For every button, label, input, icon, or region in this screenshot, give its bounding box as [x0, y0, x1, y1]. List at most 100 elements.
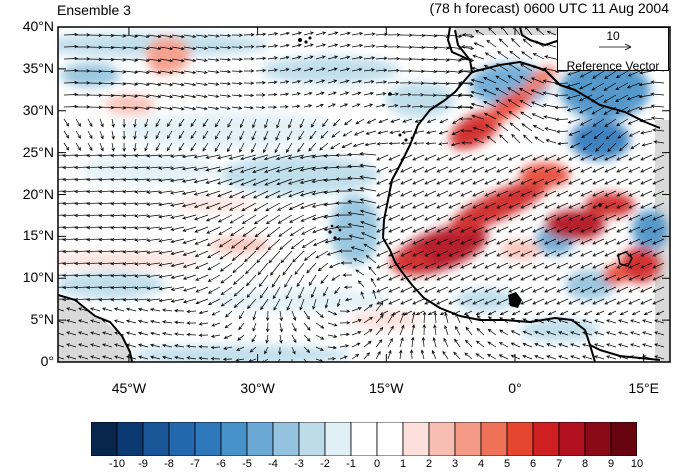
wind-vector [628, 298, 641, 305]
wind-vector [616, 262, 629, 269]
wind-vector [198, 345, 209, 349]
wind-vector [182, 214, 197, 220]
wind-vector [122, 286, 137, 290]
wind-vector [347, 176, 365, 180]
wind-vector [181, 166, 197, 171]
wind-vector [594, 331, 605, 336]
wind-vector [530, 89, 545, 96]
wind-vector [642, 331, 653, 336]
wind-vector [194, 238, 209, 245]
wind-vector [462, 33, 473, 37]
wind-vector [291, 322, 297, 332]
wind-vector [182, 262, 197, 268]
colorbar-label: -8 [164, 458, 174, 470]
wind-vector [186, 321, 197, 325]
wind-vector [581, 130, 593, 138]
lat-label: 25°N [22, 143, 54, 160]
wind-vector [193, 190, 209, 196]
wind-vector [351, 307, 362, 312]
wind-vector [566, 94, 581, 100]
wind-vector [387, 349, 392, 360]
wind-vector [520, 298, 533, 305]
wind-vector [650, 104, 665, 108]
wind-vector [243, 93, 255, 98]
wind-vector [628, 214, 641, 221]
wind-vector [640, 250, 653, 257]
wind-vector [357, 280, 365, 288]
wind-vector [619, 310, 629, 316]
wind-vector [424, 178, 437, 185]
wind-vector [360, 221, 377, 228]
wind-vector [359, 175, 377, 180]
wind-vector [202, 118, 209, 128]
wind-vector [544, 214, 557, 221]
wind-vector [207, 58, 220, 62]
wind-vector [306, 262, 317, 274]
wind-vector [146, 154, 161, 158]
wind-vector [90, 355, 101, 360]
wind-vector [424, 274, 437, 281]
wind-vector [520, 286, 533, 293]
wind-vector [174, 332, 185, 336]
wind-vector [324, 298, 329, 309]
wind-vector [497, 51, 509, 60]
wind-vector [412, 190, 425, 197]
colorbar-swatch [220, 422, 248, 456]
wind-vector [111, 106, 127, 110]
wind-vector [375, 80, 388, 84]
wind-vector [125, 319, 137, 324]
wind-vector [568, 226, 581, 233]
wind-vector [327, 310, 338, 316]
wind-vector [63, 44, 79, 49]
wind-vector [135, 58, 150, 63]
wind-vector [174, 355, 185, 360]
wind-vector [134, 262, 149, 266]
wind-vector [219, 57, 232, 62]
wind-vector [423, 46, 438, 50]
wind-vector [556, 166, 569, 173]
wind-vector [58, 356, 65, 360]
wind-vector [436, 202, 449, 209]
wind-vector [280, 250, 293, 264]
wind-vector [402, 118, 413, 123]
wind-vector [98, 285, 113, 290]
wind-vector [155, 118, 161, 128]
wind-vector [298, 130, 305, 141]
wind-vector [472, 126, 485, 132]
wind-vector [604, 238, 617, 245]
wind-vector [652, 274, 665, 281]
coastlines [58, 27, 661, 362]
wind-vector [460, 214, 473, 221]
wind-vector [146, 226, 161, 231]
wind-vector [439, 118, 449, 124]
wind-vector [436, 238, 449, 245]
wind-vector [99, 33, 115, 38]
wind-vector [460, 178, 473, 185]
wind-vector [359, 152, 377, 156]
wind-vector [62, 177, 77, 182]
wind-vector [475, 29, 485, 36]
wind-vector [158, 226, 173, 231]
wind-vector [63, 92, 79, 97]
wind-vector [640, 166, 653, 173]
wind-vector [448, 190, 461, 197]
wind-vector [580, 166, 593, 173]
wind-vector [558, 355, 569, 360]
wind-vector [170, 298, 185, 303]
wind-vector [472, 166, 485, 173]
wind-vector [264, 166, 281, 173]
wind-vector [486, 39, 497, 48]
wind-vector [594, 343, 605, 348]
wind-vector [351, 55, 363, 60]
wind-vector [102, 343, 113, 348]
wind-vector [238, 322, 245, 331]
wind-vector [520, 190, 533, 197]
wind-vector [186, 356, 197, 360]
wind-vector [335, 189, 353, 193]
wind-vector [603, 94, 617, 103]
wind-vector [520, 202, 533, 209]
wind-vector [522, 342, 533, 348]
wind-vector [580, 154, 593, 161]
wind-vector [256, 250, 269, 264]
wind-vector [331, 130, 341, 138]
